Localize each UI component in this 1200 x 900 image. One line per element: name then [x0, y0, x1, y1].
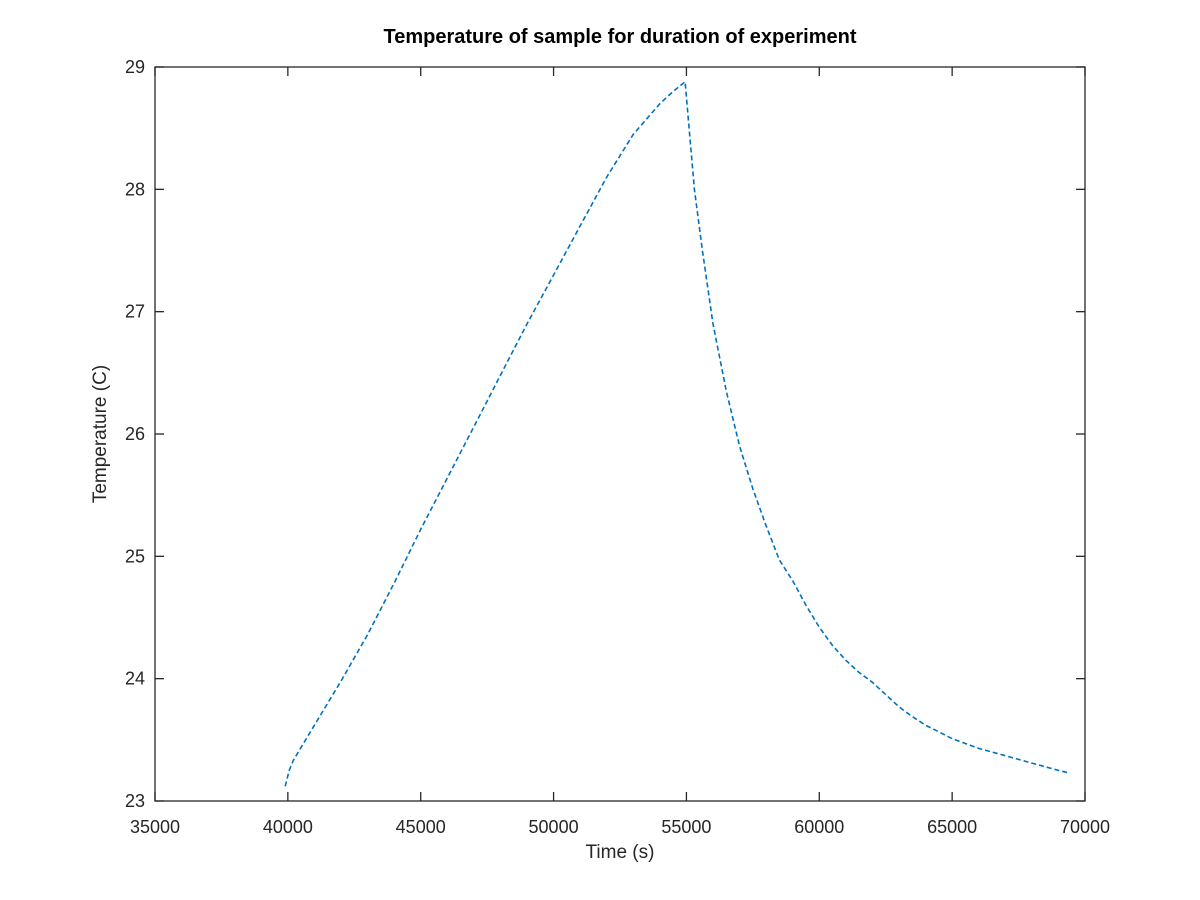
x-tick-label: 40000 — [263, 817, 313, 837]
x-tick-label: 35000 — [130, 817, 180, 837]
ticks-group — [154, 66, 1086, 802]
y-tick-label: 23 — [125, 791, 145, 811]
y-tick-label: 28 — [125, 179, 145, 199]
y-axis-label: Temperature (C) — [90, 365, 111, 503]
y-tick-label: 26 — [125, 424, 145, 444]
x-axis-label: Time (s) — [586, 842, 655, 863]
axes-box — [154, 66, 1086, 802]
x-tick-label: 65000 — [927, 817, 977, 837]
y-tick-label: 24 — [125, 669, 145, 689]
series-group — [284, 80, 1070, 787]
temperature-series-line — [284, 80, 1070, 787]
y-tick-label: 27 — [125, 302, 145, 322]
chart-title: Temperature of sample for duration of ex… — [383, 26, 856, 48]
x-tick-label: 45000 — [396, 817, 446, 837]
x-tick-label: 70000 — [1060, 817, 1110, 837]
x-tick-label: 60000 — [794, 817, 844, 837]
y-tick-label: 29 — [125, 57, 145, 77]
tick-labels-group: 35000 40000 45000 50000 55000 60000 65000 70000… — [125, 57, 1110, 837]
x-tick-label: 55000 — [661, 817, 711, 837]
x-tick-label: 50000 — [529, 817, 579, 837]
y-tick-label: 25 — [125, 546, 145, 566]
